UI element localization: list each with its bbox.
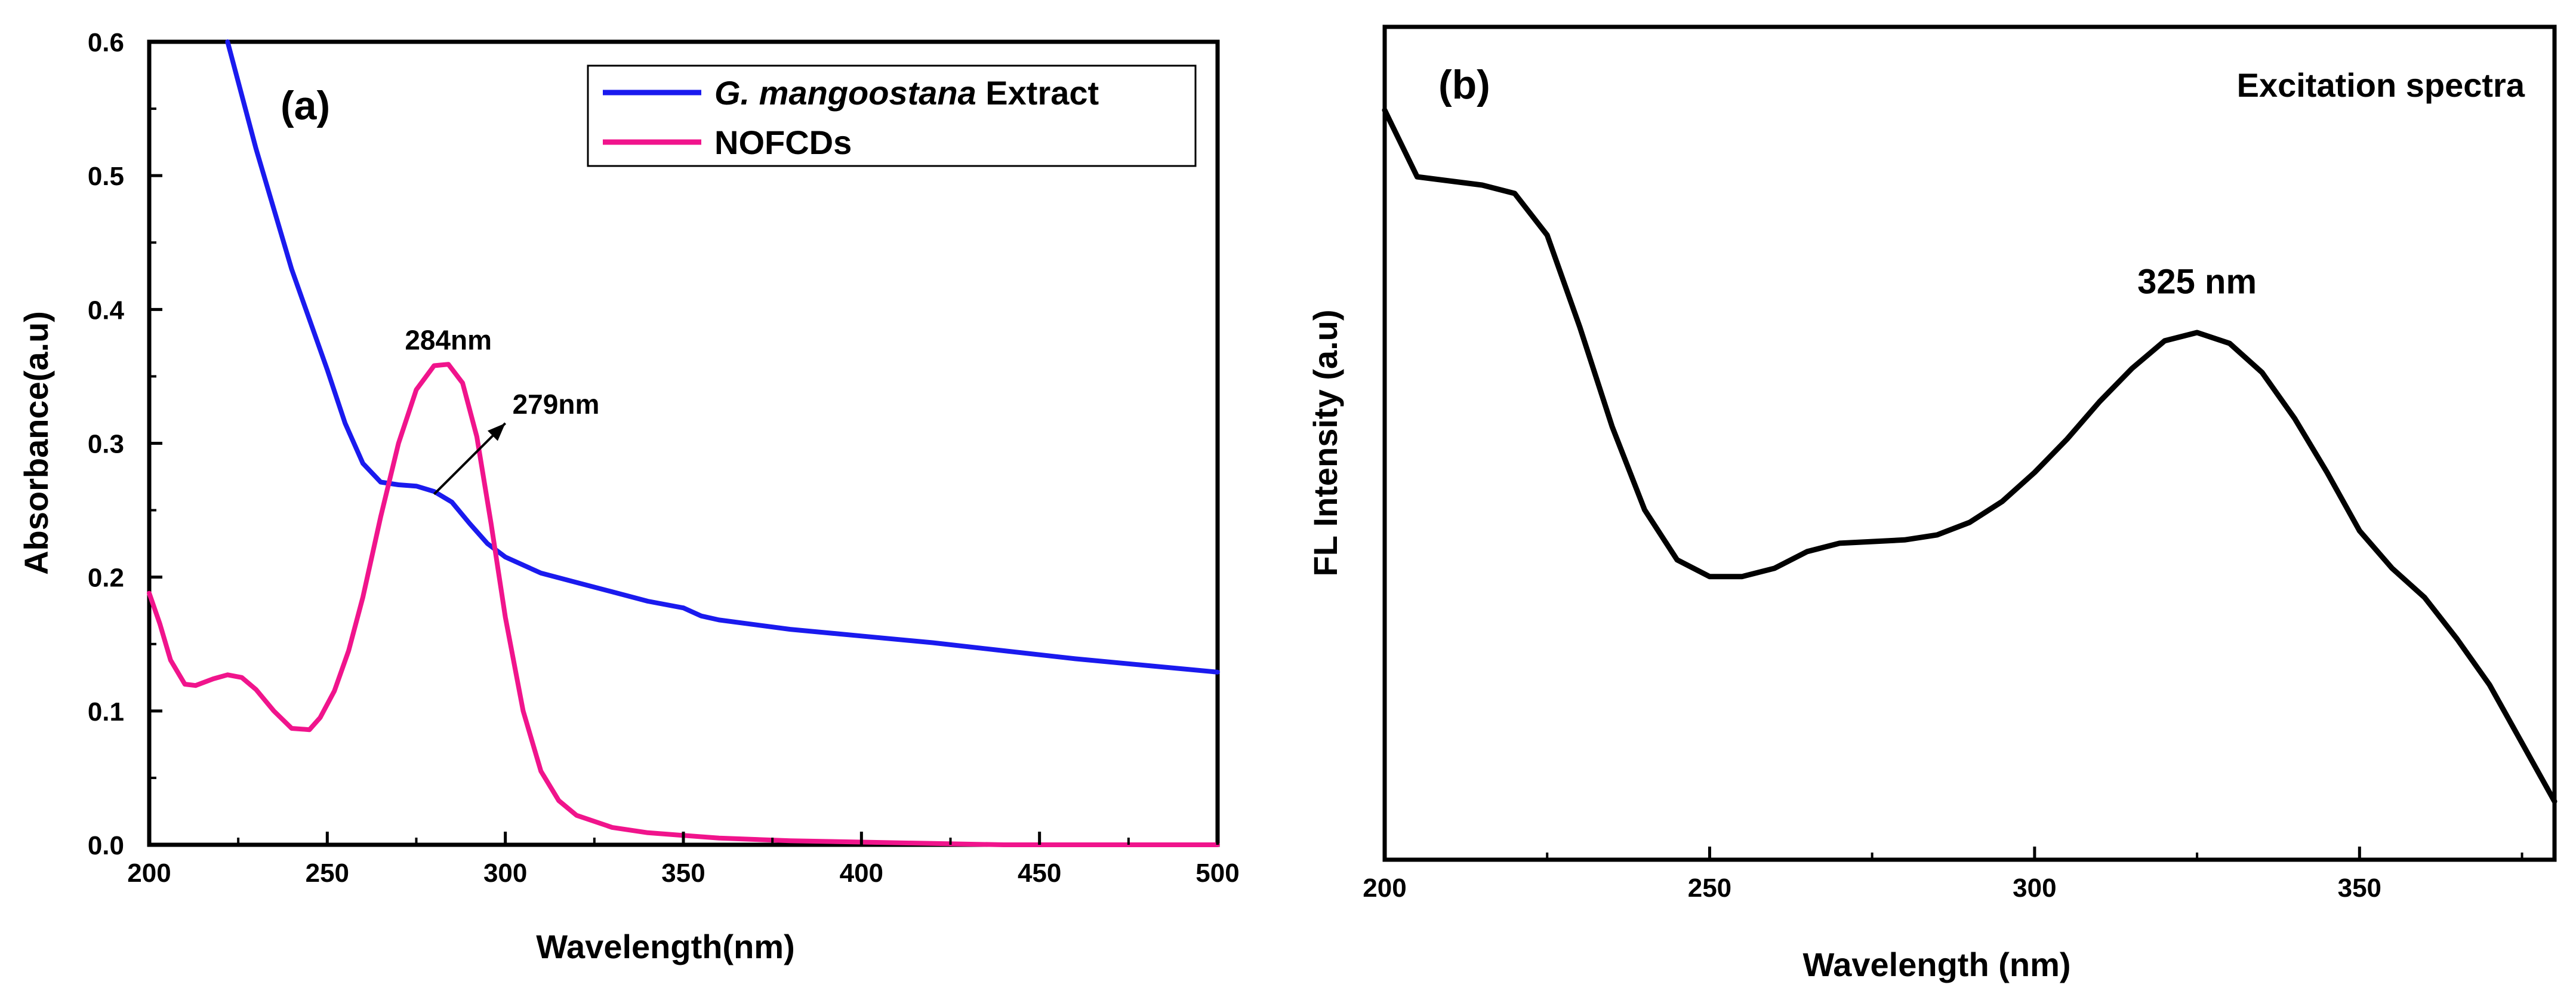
chart-a-x-tick-label: 400	[840, 859, 883, 888]
chart-b-series-line-1	[1382, 107, 2557, 804]
annotation-325nm: 325 nm	[2137, 262, 2257, 301]
chart-a-y-tick-label: 0.3	[88, 430, 124, 459]
chart-a-absorbance: 200 250 300 350 400 450 500 0.0 0.1 0.2 0.3 0.4 0.5 0…	[17, 28, 1240, 965]
chart-b-x-axis-title: Wavelength (nm)	[1802, 946, 2070, 983]
chart-a-x-tick-label: 300	[483, 859, 527, 888]
chart-a-legend: G. mangoostana Extract NOFCDs	[587, 64, 1197, 167]
chart-a-x-tick-label: 250	[306, 859, 349, 888]
chart-b-x-tick-label: 250	[1688, 873, 1731, 903]
chart-a-y-tick-label: 0.0	[88, 831, 124, 860]
chart-a-x-tick-label: 500	[1195, 859, 1239, 888]
chart-a-x-tick-label: 200	[127, 859, 171, 888]
chart-a-series-line-1	[225, 39, 1220, 675]
chart-a-y-tick-label: 0.1	[88, 697, 124, 727]
annotation-284nm: 284nm	[405, 325, 492, 356]
annotation-279nm: 279nm	[513, 389, 600, 420]
chart-b-y-axis-title: FL Intensity (a.u)	[1307, 310, 1344, 577]
chart-a-y-tick-label: 0.6	[88, 28, 124, 57]
legend-label-extract-rest: Extract	[976, 74, 1099, 112]
legend-label-extract-italic: G. mangoostana	[714, 74, 976, 112]
chart-b-panel-label: (b)	[1438, 62, 1490, 107]
chart-b-plot-frame	[1382, 24, 2557, 862]
chart-a-x-axis-title: Wavelength(nm)	[536, 928, 794, 965]
chart-a-x-tick-label: 450	[1018, 859, 1061, 888]
legend-label-extract: G. mangoostana Extract	[714, 74, 1099, 112]
chart-b-title: Excitation spectra	[2237, 66, 2525, 104]
chart-b-x-tick-label: 350	[2338, 873, 2381, 903]
chart-a-y-tick-label: 0.5	[88, 162, 124, 191]
chart-a-y-tick-label: 0.4	[88, 296, 125, 325]
chart-a-y-tick-label: 0.2	[88, 564, 124, 593]
chart-b-x-tick-label: 200	[1363, 873, 1406, 903]
chart-b-excitation: 200 250 300 350 (b) Excitation spectra 325 …	[1307, 24, 2557, 983]
chart-b-x-tick-label: 300	[2013, 873, 2056, 903]
chart-a-series-line-2	[147, 362, 1220, 847]
chart-a-y-axis-title: Absorbance(a.u)	[17, 311, 55, 575]
legend-label-nofcds: NOFCDs	[714, 124, 852, 161]
chart-a-legend-box	[587, 64, 1197, 167]
annotation-arrowhead-279nm	[487, 423, 506, 441]
chart-a-x-tick-label: 350	[661, 859, 705, 888]
chart-a-panel-label: (a)	[281, 83, 330, 128]
